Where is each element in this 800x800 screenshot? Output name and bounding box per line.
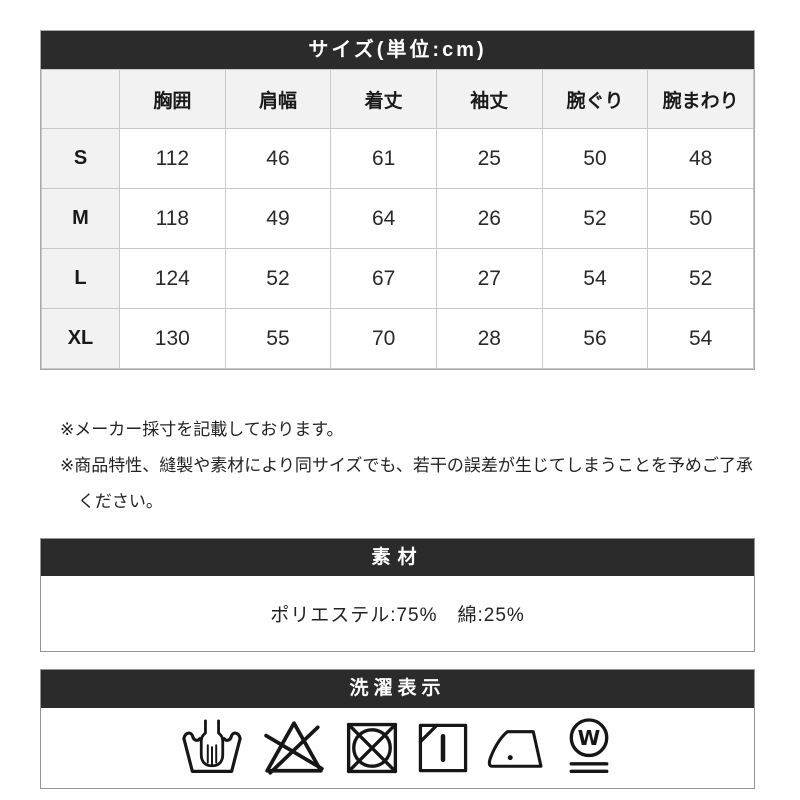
size-value-cell: 54 [647, 308, 754, 369]
size-value-cell: 64 [330, 188, 437, 249]
size-table-row: S 112 46 61 25 50 48 [41, 128, 754, 189]
material-content: ポリエステル:75% 綿:25% [41, 576, 754, 651]
size-value-cell: 48 [647, 128, 754, 189]
size-value-cell: 112 [119, 128, 226, 189]
size-value-cell: 70 [330, 308, 437, 369]
iron-low-temp-icon [485, 724, 547, 772]
size-value-cell: 25 [435, 128, 543, 189]
size-value-cell: 52 [224, 248, 332, 309]
size-value-cell: 67 [330, 248, 437, 309]
size-table-corner-cell [41, 69, 120, 129]
size-value-cell: 124 [119, 248, 226, 309]
do-not-tumble-dry-icon [343, 719, 401, 777]
hand-wash-icon [179, 719, 245, 777]
do-not-bleach-icon [259, 717, 329, 779]
size-table-row: XL 130 55 70 28 56 54 [41, 308, 754, 369]
size-value-cell: 27 [435, 248, 543, 309]
size-chart-title-bar: サイズ(単位:cm) [41, 31, 754, 69]
size-value-cell: 55 [224, 308, 332, 369]
note-item: ※商品特性、縫製や素材により同サイズでも、若干の誤差が生じてしまうことを予めご了… [60, 456, 753, 511]
drip-dry-in-shade-icon [415, 720, 471, 776]
size-table-column-header: 胸囲 [119, 69, 226, 129]
size-table-header-row: 胸囲 肩幅 着丈 袖丈 腕ぐり 腕まわり [41, 69, 754, 129]
size-label-cell: L [41, 248, 120, 309]
laundry-section: 洗濯表示 [40, 669, 755, 789]
size-table-row: L 124 52 67 27 54 52 [41, 248, 754, 309]
size-value-cell: 50 [541, 128, 649, 189]
size-table: 胸囲 肩幅 着丈 袖丈 腕ぐり 腕まわり S 112 46 61 25 50 48 M 118 49 64 26… [41, 69, 754, 369]
size-value-cell: 118 [119, 188, 226, 249]
size-label-cell: M [41, 188, 120, 249]
size-table-column-header: 腕ぐり [541, 69, 649, 129]
material-title-bar: 素材 [41, 539, 754, 576]
size-value-cell: 49 [224, 188, 332, 249]
note-item: ※メーカー採寸を記載しております。 [60, 420, 344, 439]
size-value-cell: 28 [435, 308, 543, 369]
size-value-cell: 56 [541, 308, 649, 369]
size-value-cell: 50 [647, 188, 754, 249]
size-table-row: M 118 49 64 26 52 50 [41, 188, 754, 249]
size-label-cell: XL [41, 308, 120, 369]
size-table-body: S 112 46 61 25 50 48 M 118 49 64 26 52 50 L 124 52 67 27 54… [41, 128, 754, 369]
size-value-cell: 130 [119, 308, 226, 369]
size-value-cell: 61 [330, 128, 437, 189]
size-table-column-header: 腕まわり [647, 69, 754, 129]
size-value-cell: 46 [224, 128, 332, 189]
size-value-cell: 52 [647, 248, 754, 309]
material-section: 素材 ポリエステル:75% 綿:25% [40, 538, 755, 652]
size-value-cell: 54 [541, 248, 649, 309]
size-table-column-header: 肩幅 [224, 69, 332, 129]
laundry-title-bar: 洗濯表示 [41, 670, 754, 708]
size-chart-title: サイズ(単位:cm) [308, 39, 487, 61]
size-chart-section: サイズ(単位:cm) 胸囲 肩幅 着丈 袖丈 腕ぐり 腕まわり S 112 46 61 25 50 4… [40, 30, 755, 370]
laundry-title: 洗濯表示 [349, 678, 446, 699]
laundry-symbols-row: W [41, 708, 754, 788]
size-table-column-header: 着丈 [330, 69, 437, 129]
wet-clean-very-gentle-icon: W [561, 717, 617, 779]
size-value-cell: 52 [541, 188, 649, 249]
svg-text:W: W [577, 726, 600, 750]
material-title: 素材 [371, 547, 424, 568]
size-label-cell: S [41, 128, 120, 189]
notes-list: ※メーカー採寸を記載しております。 ※商品特性、縫製や素材により同サイズでも、若干… [40, 412, 755, 520]
material-composition: ポリエステル:75% 綿:25% [270, 605, 525, 626]
size-table-column-header: 袖丈 [435, 69, 543, 129]
size-value-cell: 26 [435, 188, 543, 249]
